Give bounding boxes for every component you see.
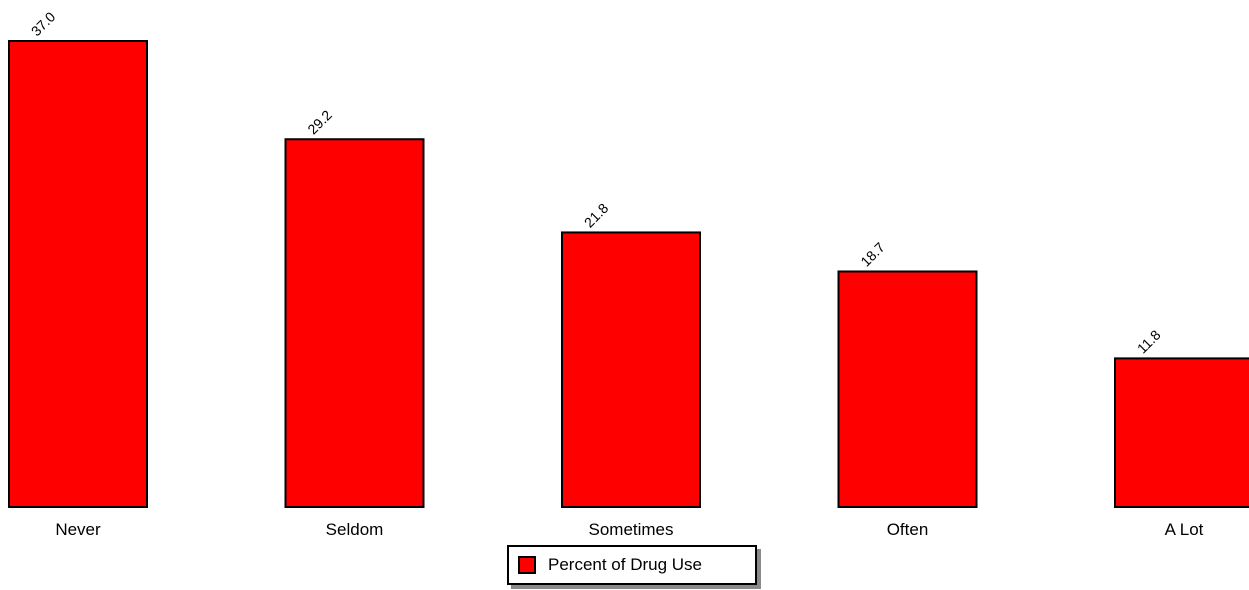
x-tick-label-often: Often xyxy=(887,520,929,539)
x-tick-label-seldom: Seldom xyxy=(326,520,384,539)
bars-group xyxy=(8,40,1249,509)
value-label-often: 18.7 xyxy=(857,239,888,270)
x-tick-label-never: Never xyxy=(55,520,101,539)
value-label-seldom: 29.2 xyxy=(304,107,335,138)
x-tick-label-a-lot: A Lot xyxy=(1165,520,1204,539)
legend: Percent of Drug Use xyxy=(507,545,757,585)
bar-never xyxy=(8,40,148,508)
bar-often xyxy=(837,270,978,508)
bar-a-lot xyxy=(1114,357,1249,508)
bar-seldom xyxy=(284,138,425,509)
x-axis-tick-labels: Never Seldom Sometimes Often A Lot xyxy=(55,520,1203,539)
value-label-a-lot: 11.8 xyxy=(1134,327,1164,357)
legend-label: Percent of Drug Use xyxy=(548,555,703,574)
bar-sometimes xyxy=(561,231,701,508)
legend-swatch xyxy=(518,556,536,574)
value-label-never: 37.0 xyxy=(28,8,59,39)
x-tick-label-sometimes: Sometimes xyxy=(588,520,673,539)
value-label-sometimes: 21.8 xyxy=(581,200,612,231)
